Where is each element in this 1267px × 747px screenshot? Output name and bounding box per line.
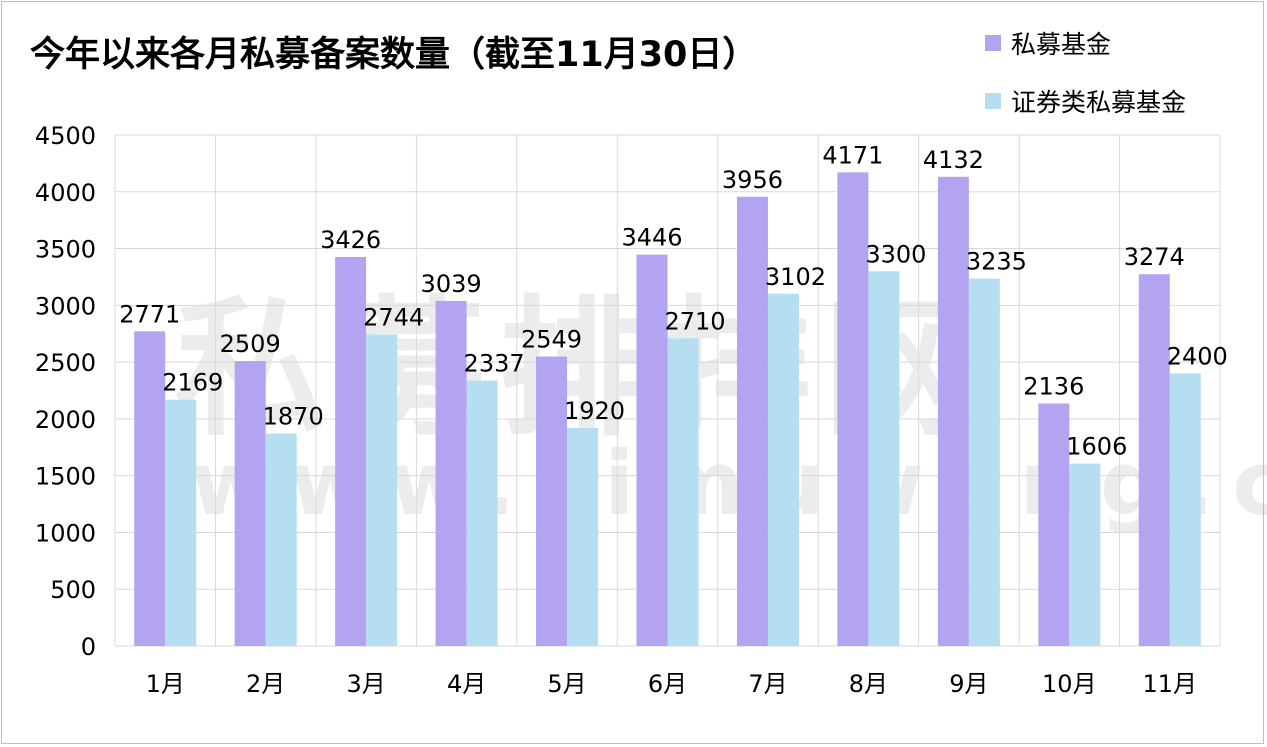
bar-private-fund (435, 300, 467, 646)
y-tick-label: 2000 (35, 406, 96, 434)
x-tick-label: 2月 (246, 670, 285, 698)
data-label-private-fund: 2771 (119, 300, 180, 328)
data-label-securities-fund: 2400 (1167, 342, 1228, 370)
data-label-securities-fund: 1606 (1066, 433, 1127, 461)
legend-item-private-fund: 私募基金 (985, 28, 1112, 59)
bar-securities-fund (165, 399, 197, 646)
bar-private-fund (736, 196, 768, 646)
x-tick-label: 6月 (648, 670, 687, 698)
y-tick-label: 4000 (35, 179, 96, 207)
data-label-private-fund: 3039 (421, 270, 482, 298)
bar-securities-fund (265, 433, 297, 646)
data-label-private-fund: 4132 (923, 146, 984, 174)
bar-securities-fund (968, 278, 1000, 646)
data-label-securities-fund: 1870 (263, 403, 324, 431)
data-label-securities-fund: 2337 (464, 350, 525, 378)
y-tick-label: 3500 (35, 236, 96, 264)
bar-securities-fund (366, 334, 398, 646)
data-label-securities-fund: 2710 (664, 307, 725, 335)
chart-title: 今年以来各月私募备案数量（截至11月30日） (30, 35, 758, 75)
x-tick-label: 8月 (849, 670, 888, 698)
data-label-private-fund: 2509 (220, 330, 281, 358)
bar-private-fund (937, 176, 969, 646)
y-tick-label: 0 (81, 633, 96, 661)
data-label-securities-fund: 3300 (865, 240, 926, 268)
y-tick-label: 3000 (35, 292, 96, 320)
bar-securities-fund (667, 338, 699, 646)
bar-private-fund (636, 254, 668, 646)
data-label-securities-fund: 3102 (765, 263, 826, 291)
bar-private-fund (335, 256, 367, 646)
y-tick-label: 500 (50, 576, 96, 604)
data-label-private-fund: 4171 (822, 141, 883, 169)
legend-label-securities-fund: 证券类私募基金 (1011, 88, 1187, 117)
data-label-private-fund: 3274 (1124, 243, 1185, 271)
bar-private-fund (234, 361, 266, 646)
data-label-private-fund: 3446 (621, 224, 682, 252)
y-tick-label: 1000 (35, 519, 96, 547)
bar-private-fund (134, 331, 166, 646)
x-tick-label: 1月 (146, 670, 185, 698)
data-label-private-fund: 2136 (1023, 372, 1084, 400)
bar-securities-fund (868, 271, 900, 646)
bar-securities-fund (567, 427, 599, 646)
legend-item-securities-fund: 证券类私募基金 (985, 86, 1187, 117)
legend-swatch-securities-fund (985, 93, 1001, 109)
bar-private-fund (837, 172, 869, 646)
data-label-securities-fund: 1920 (564, 397, 625, 425)
bar-securities-fund (1169, 373, 1201, 646)
data-label-securities-fund: 2169 (162, 369, 223, 397)
legend-swatch-private-fund (985, 35, 1001, 51)
x-tick-label: 4月 (447, 670, 486, 698)
data-label-securities-fund: 2744 (363, 303, 424, 331)
bar-private-fund (1138, 274, 1170, 646)
x-tick-label: 7月 (748, 670, 787, 698)
bar-securities-fund (1069, 463, 1101, 646)
bar-securities-fund (767, 293, 799, 646)
bar-private-fund (536, 356, 568, 646)
y-tick-label: 4500 (35, 122, 96, 150)
data-label-private-fund: 3956 (722, 166, 783, 194)
data-label-private-fund: 2549 (521, 326, 582, 354)
x-tick-label: 5月 (547, 670, 586, 698)
data-label-securities-fund: 3235 (966, 248, 1027, 276)
x-tick-label: 11月 (1142, 670, 1197, 698)
y-tick-label: 1500 (35, 463, 96, 491)
bar-securities-fund (466, 380, 498, 646)
data-label-private-fund: 3426 (320, 226, 381, 254)
x-tick-label: 10月 (1042, 670, 1097, 698)
x-tick-label: 9月 (949, 670, 988, 698)
x-tick-label: 3月 (346, 670, 385, 698)
legend-label-private-fund: 私募基金 (1011, 30, 1112, 59)
y-tick-label: 2500 (35, 349, 96, 377)
bar-private-fund (1038, 403, 1070, 646)
